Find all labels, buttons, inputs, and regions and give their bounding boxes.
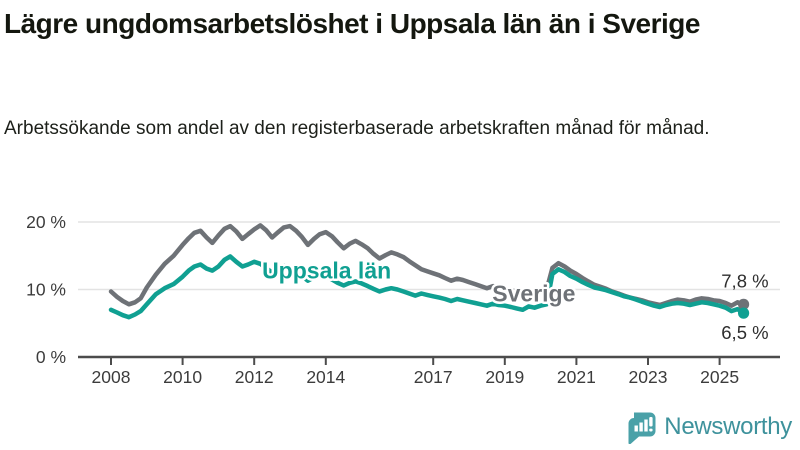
- y-axis-label: 10 %: [26, 280, 66, 300]
- x-axis-label: 2012: [235, 367, 274, 387]
- end-value-label-sverige: 7,8 %: [721, 270, 768, 291]
- x-axis-label: 2023: [629, 367, 668, 387]
- series-label-sverige: Sverige: [492, 281, 575, 307]
- x-axis-label: 2017: [414, 367, 453, 387]
- logo-bars-glyph: [634, 416, 653, 431]
- x-axis-label: 2021: [557, 367, 596, 387]
- y-axis-label: 20 %: [26, 212, 66, 232]
- unemployment-line-chart: 0 % 10 % 20 % 2008 2010 2012 2014 2017 2019 2021 2…: [0, 195, 800, 405]
- page-title: Lägre ungdomsarbetslöshet i Uppsala län …: [4, 8, 700, 39]
- x-axis-label: 2014: [306, 367, 345, 387]
- x-axis-label: 2025: [700, 367, 739, 387]
- x-axis-label: 2019: [485, 367, 524, 387]
- series-line-uppsala-l-n: [108, 254, 746, 320]
- newsworthy-brand-link[interactable]: Newsworthy: [627, 410, 792, 444]
- chart-subtitle: Arbetssökande som andel av den registerb…: [4, 118, 710, 139]
- y-axis-label: 0 %: [36, 347, 66, 367]
- end-dot-uppsala-l-n: [737, 307, 750, 319]
- x-axis-label: 2008: [92, 367, 131, 387]
- end-dot-sverige: [737, 298, 750, 310]
- newsworthy-logo-icon: [628, 412, 656, 444]
- x-axis-label: 2010: [163, 367, 202, 387]
- chart-canvas: 0 % 10 % 20 % 2008 2010 2012 2014 2017 2019 2021 2…: [26, 212, 780, 387]
- newsworthy-wordmark: Newsworthy: [664, 413, 792, 440]
- series-label-uppsala-l-n: Uppsala län: [262, 258, 391, 284]
- end-value-label-uppsala-l-n: 6,5 %: [721, 322, 768, 343]
